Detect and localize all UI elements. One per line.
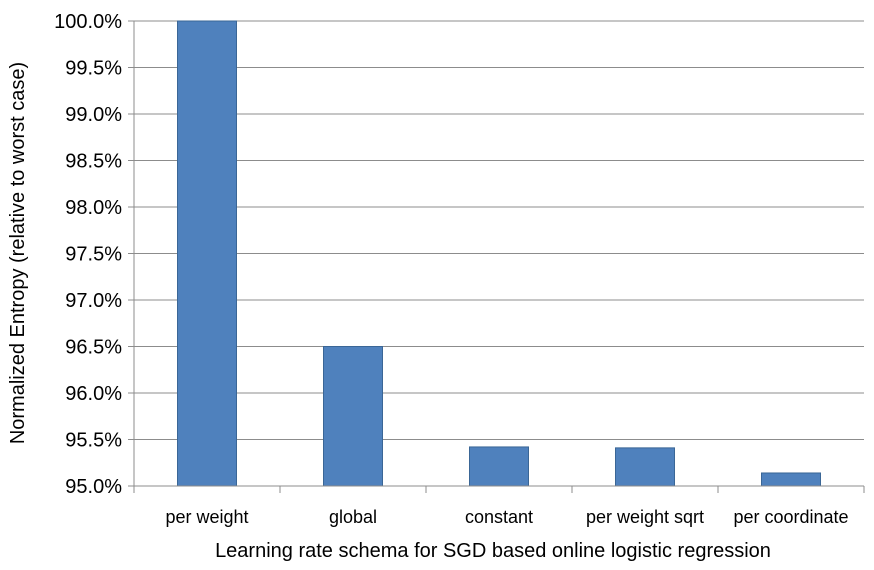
y-tick-label: 100.0% bbox=[54, 11, 122, 33]
bar-constant bbox=[469, 446, 529, 487]
bar-global bbox=[323, 346, 383, 487]
bar-per-coordinate bbox=[761, 472, 821, 487]
y-axis-title: Normalized Entropy (relative to worst ca… bbox=[7, 62, 29, 444]
x-tick-label: per weight sqrt bbox=[586, 507, 704, 527]
axes bbox=[128, 20, 865, 493]
y-tick-labels: 95.0% 95.5% 96.0% 96.5% 97.0% 97.5% 98.0% 98.5%… bbox=[54, 11, 122, 498]
x-category-labels: per weight global constant per weight sqrt p… bbox=[165, 507, 848, 527]
y-tick-label: 99.5% bbox=[65, 58, 122, 80]
x-axis-title: Learning rate schema for SGD based onlin… bbox=[215, 540, 771, 562]
y-tick-label: 98.5% bbox=[65, 151, 122, 173]
y-tick-label: 97.5% bbox=[65, 244, 122, 266]
y-tick-label: 99.0% bbox=[65, 104, 122, 126]
x-tick-label: per weight bbox=[165, 507, 248, 527]
x-tick-label: constant bbox=[465, 507, 533, 527]
y-tick-label: 98.0% bbox=[65, 197, 122, 219]
x-tick-label: per coordinate bbox=[733, 507, 848, 527]
bar-per-weight bbox=[177, 20, 237, 487]
bar-per-weight-sqrt bbox=[615, 447, 675, 487]
y-tick-label: 97.0% bbox=[65, 290, 122, 312]
y-tick-label: 96.5% bbox=[65, 337, 122, 359]
gridlines bbox=[134, 20, 864, 440]
y-tick-label: 95.5% bbox=[65, 430, 122, 452]
y-tick-label: 96.0% bbox=[65, 383, 122, 405]
y-tick-label: 95.0% bbox=[65, 476, 122, 498]
x-tick-label: global bbox=[329, 507, 377, 527]
